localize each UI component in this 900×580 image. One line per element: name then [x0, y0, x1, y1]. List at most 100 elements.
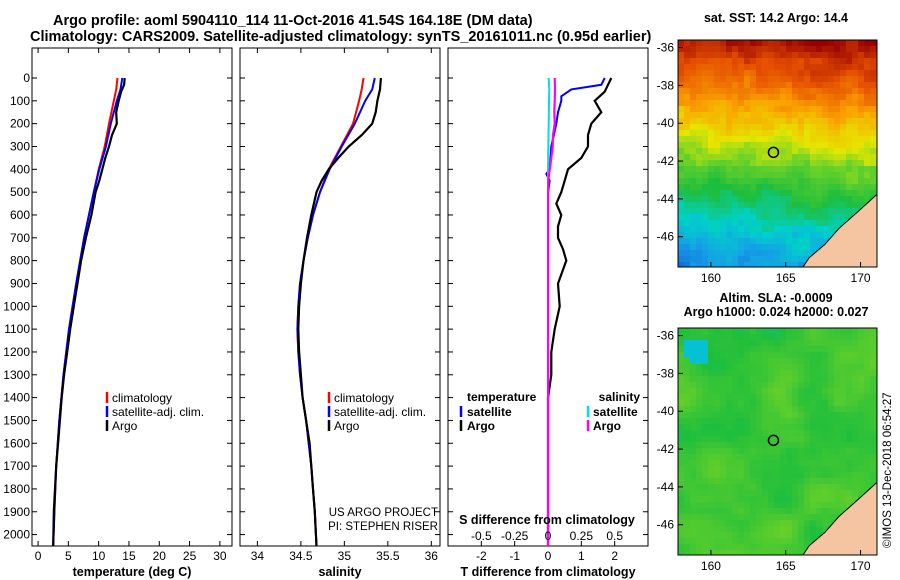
salinity-xtick-label: 35.5: [376, 549, 400, 563]
difference-xtick-s-label: -0.5: [471, 529, 492, 543]
salinity-series-argo: [297, 77, 382, 547]
sst-map-ytick-label: -44: [657, 192, 675, 206]
temperature-frame: [31, 47, 233, 547]
salinity-xlabel: salinity: [318, 565, 361, 579]
title-line-2: Climatology: CARS2009. Satellite-adjuste…: [30, 29, 652, 45]
salinity-legend-label: Argo: [334, 419, 360, 433]
depth-tick-label: 1500: [3, 413, 30, 427]
depth-tick-label: 1400: [3, 391, 30, 405]
depth-tick-label: 1000: [3, 299, 30, 313]
sst-map-ytick-label: -46: [657, 230, 675, 244]
title-line-1: Argo profile: aoml 5904110_114 11-Oct-20…: [53, 13, 533, 29]
difference-xtick-s-label: 0.25: [570, 529, 594, 543]
sst-map-land: [802, 193, 877, 267]
depth-tick-label: 200: [10, 117, 30, 131]
sla-map-ytick-label: -44: [657, 480, 675, 494]
difference-legend-label-right: satellite: [593, 405, 638, 419]
sla-map: 160 165 170 -36 -38 -40 -42 -44 -46: [657, 327, 878, 573]
depth-tick-label: 1200: [3, 345, 30, 359]
depth-tick-label: 500: [10, 185, 30, 199]
credit-line-1: US ARGO PROJECT: [329, 507, 438, 519]
salinity-xtick-label: 34: [251, 549, 265, 563]
difference-series-salinity-argo: [546, 77, 557, 546]
sst-map-frame: [677, 39, 878, 268]
sla-map-ytick-label: -38: [657, 366, 675, 380]
credit-line-2: PI: STEPHEN RISER: [328, 521, 438, 533]
temperature-xlabel: temperature (deg C): [73, 565, 192, 579]
depth-tick-label: 1600: [3, 436, 30, 450]
difference-legend-label-left: satellite: [467, 405, 512, 419]
sst-map: 160 165 170 -36 -38 -40 -42 -44 -46: [657, 39, 878, 285]
difference-xtick-label: -2: [476, 549, 487, 563]
depth-tick-label: 800: [10, 254, 30, 268]
difference-xtick-label: 2: [611, 549, 618, 563]
sla-map-field: [678, 328, 877, 555]
depth-tick-label: 700: [10, 231, 30, 245]
sla-map-xtick-label: 165: [776, 559, 796, 573]
sla-map-ytick-label: -40: [657, 404, 675, 418]
sla-map-ytick-label: -46: [657, 518, 675, 532]
temperature-legend-label: climatology: [112, 391, 172, 405]
difference-legend-header-salinity: salinity: [599, 390, 641, 404]
sst-map-argo-marker: [767, 146, 780, 159]
difference-xtick-label: 0: [545, 549, 552, 563]
depth-tick-label: 1300: [3, 368, 30, 382]
sla-map-xtick-label: 170: [851, 559, 871, 573]
temperature-xtick-label: 0: [35, 549, 42, 563]
depth-tick-label: 600: [10, 208, 30, 222]
depth-tick-label: 1100: [4, 322, 30, 336]
depth-tick-label: 300: [10, 139, 30, 153]
temperature-xtick-label: 15: [122, 549, 136, 563]
sla-map-ytick-label: -42: [657, 442, 675, 456]
sla-map-title-1: Altim. SLA: -0.0009: [719, 291, 832, 305]
sst-map-ytick-label: -36: [657, 41, 675, 55]
sla-map-land: [802, 481, 877, 555]
temperature-xtick-label: 5: [65, 549, 72, 563]
sst-map-xtick-label: 160: [701, 271, 721, 285]
sla-map-title-2: Argo h1000: 0.024 h2000: 0.027: [684, 305, 869, 319]
difference-legend-label-right: Argo: [593, 419, 621, 433]
salinity-xtick-label: 34.5: [289, 549, 313, 563]
sst-map-title: sat. SST: 14.2 Argo: 14.4: [704, 11, 848, 25]
salinity-legend-label: climatology: [334, 391, 394, 405]
sla-map-xtick-label: 160: [701, 559, 721, 573]
depth-tick-label: 1800: [3, 482, 30, 496]
salinity-xtick-label: 36: [425, 549, 439, 563]
salinity-xtick-label: 35: [338, 549, 352, 563]
salinity-legend-label: satellite-adj. clim.: [334, 405, 426, 419]
timestamp-stamp: ©IMOS 13-Dec-2018 06:54:27: [882, 392, 894, 548]
difference-xtick-s-label: 0: [545, 529, 552, 543]
sst-map-ytick-label: -42: [657, 154, 675, 168]
temperature-series-argo: [52, 77, 126, 547]
temperature-legend-label: Argo: [112, 419, 138, 433]
difference-legend-label-left: Argo: [467, 419, 495, 433]
sst-map-field: [678, 40, 877, 267]
temperature-xtick-label: 20: [153, 549, 167, 563]
sst-map-xtick-label: 165: [776, 271, 796, 285]
temperature-xtick-label: 10: [92, 549, 106, 563]
depth-tick-label: 2000: [3, 528, 30, 542]
sst-map-ytick-label: -38: [657, 78, 675, 92]
difference-xtick-label: -1: [509, 549, 520, 563]
depth-tick-label: 1900: [3, 505, 30, 519]
sla-map-ytick-label: -36: [657, 329, 675, 343]
difference-legend-header-temperature: temperature: [467, 390, 537, 404]
depth-tick-label: 400: [10, 162, 30, 176]
difference-xlabel: T difference from climatology: [460, 565, 635, 579]
difference-xtick-s-label: 0.5: [606, 529, 623, 543]
difference-xlabel-top: S difference from climatology: [459, 513, 635, 527]
sla-map-frame: [677, 327, 878, 556]
temperature-xtick-label: 30: [213, 549, 227, 563]
temperature-xtick-label: 25: [183, 549, 197, 563]
temperature-legend-label: satellite-adj. clim.: [112, 405, 204, 419]
depth-tick-label: 1700: [3, 459, 30, 473]
sla-map-argo-marker: [767, 434, 780, 447]
difference-xtick-label: 1: [578, 549, 585, 563]
depth-tick-label: 0: [23, 71, 30, 85]
depth-tick-label: 900: [10, 276, 30, 290]
difference-xtick-s-label: -0.25: [501, 529, 529, 543]
salinity-frame: [239, 47, 441, 547]
sst-map-ytick-label: -40: [657, 116, 675, 130]
depth-tick-label: 100: [10, 94, 30, 108]
